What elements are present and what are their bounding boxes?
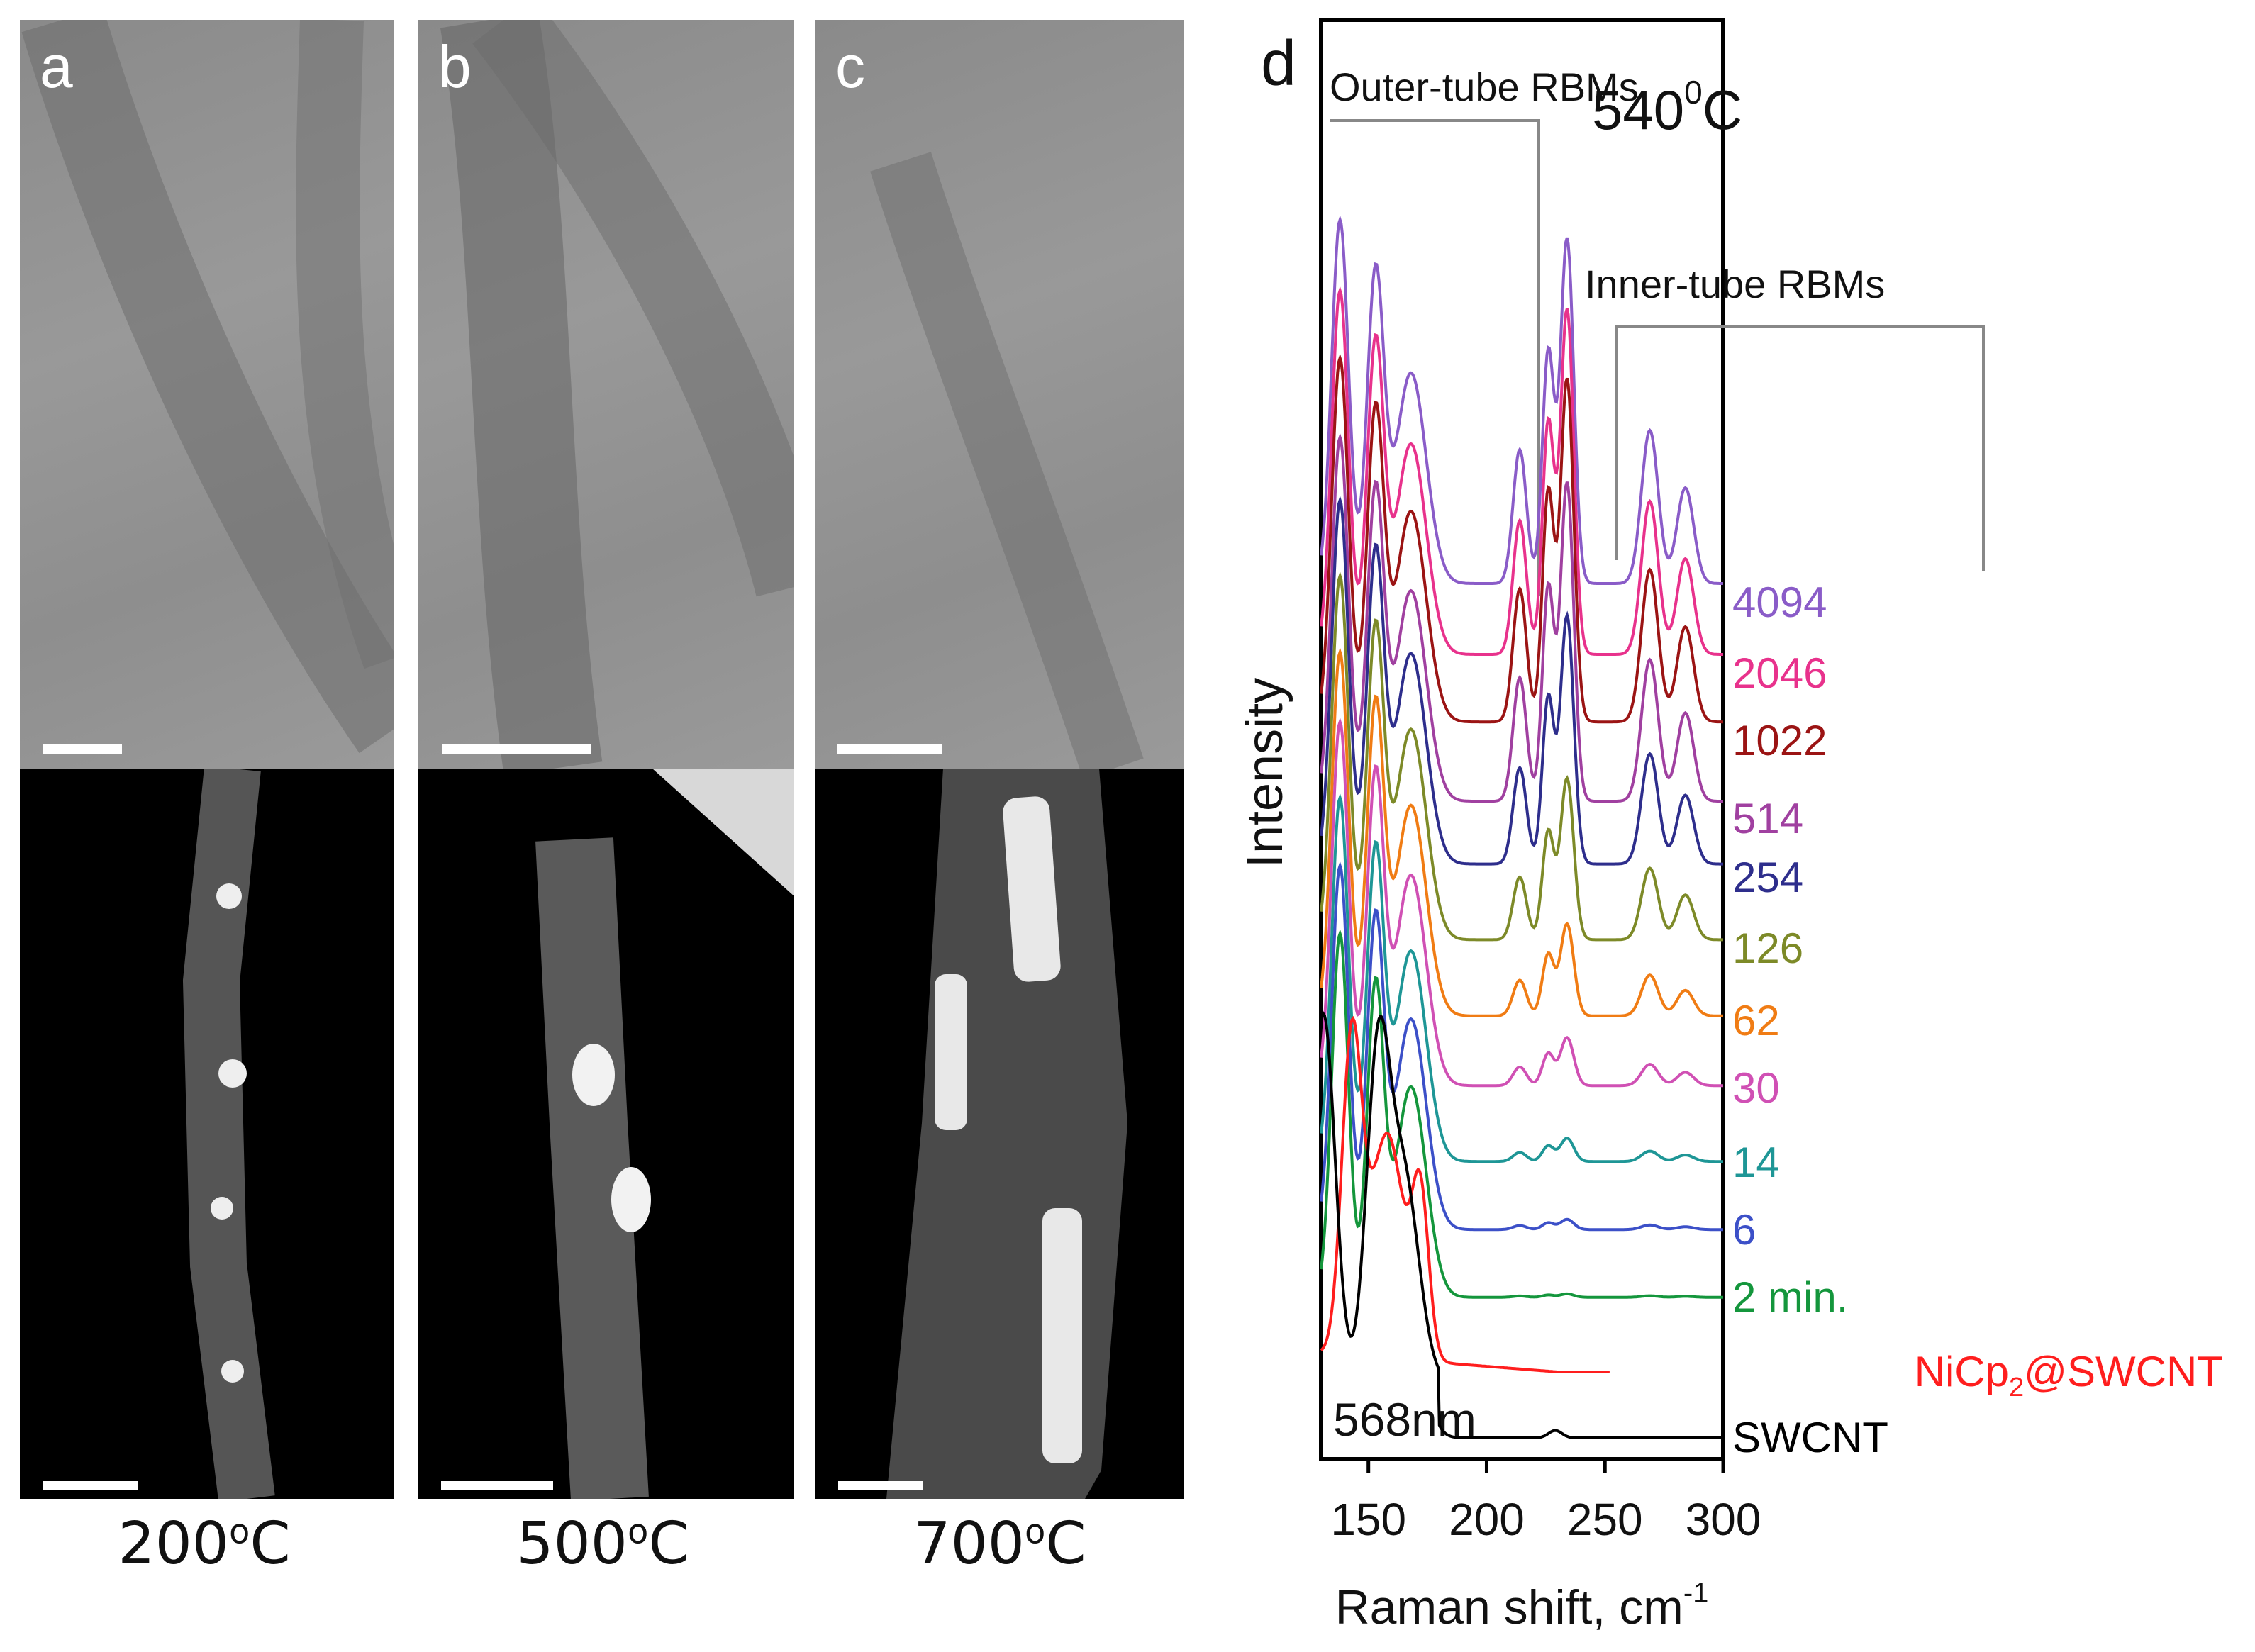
spectrum-line (1320, 861, 1723, 1232)
tem-texture-a (21, 20, 394, 754)
stem-texture-c (886, 769, 1184, 1499)
temperature-label-c: 700oC (913, 1510, 1086, 1578)
scale-bar-a-bottom (43, 1481, 138, 1490)
spectrum-line (1320, 793, 1723, 1163)
x-tick-label: 250 (1567, 1494, 1643, 1545)
series-label: 4094 (1732, 579, 1827, 626)
temperature-label-a: 200oC (118, 1510, 291, 1578)
panel-letter-b: b (438, 33, 472, 100)
x-axis-tick-labels: 150 200 250 300 (1330, 1494, 1761, 1545)
outer-tube-bracket (1330, 119, 1540, 596)
spectrum-line (1320, 1015, 1610, 1373)
stem-image-c (815, 769, 1184, 1499)
chart-temperature: 5400C (1592, 74, 1742, 141)
scale-bar-c-bottom (838, 1481, 923, 1490)
outer-tube-annotation: Outer-tube RBMs (1330, 65, 1639, 109)
panel-letter-c: c (835, 33, 865, 100)
spectrum-line (1320, 1011, 1723, 1439)
spectrum-line (1320, 571, 1723, 942)
stem-texture-b (535, 769, 794, 1499)
series-label: 1022 (1732, 717, 1827, 764)
x-axis-ticks (1366, 1459, 1725, 1473)
tem-texture-c (870, 152, 1144, 769)
tem-texture-b (440, 20, 794, 769)
series-label: 254 (1732, 854, 1803, 901)
stem-image-b (418, 769, 794, 1499)
spectrum-line (1320, 353, 1723, 724)
tem-image-a: a (20, 20, 394, 769)
series-label: 62 (1732, 997, 1780, 1044)
spectrum-line (1320, 286, 1723, 656)
series-label: 6 (1732, 1206, 1756, 1254)
series-label: 2046 (1732, 649, 1827, 697)
spectrum-line (1320, 647, 1723, 1017)
series-labels: 4094 2046 1022 514 254 126 62 30 14 6 2 min. NiCp2@… (1732, 579, 2223, 1461)
spectrum-line (1320, 495, 1723, 866)
tem-image-c: c (815, 20, 1184, 769)
scale-bar-b-top (442, 744, 591, 754)
spectrum-line (1320, 929, 1723, 1299)
series-label: 30 (1732, 1064, 1780, 1112)
series-label: 14 (1732, 1139, 1780, 1186)
panel-letter-d: d (1261, 28, 1296, 99)
x-tick-label: 150 (1330, 1494, 1406, 1545)
raman-chart: d Intensity 150 200 250 300 Raman shift, cm… (1237, 18, 2223, 1634)
x-tick-label: 200 (1449, 1494, 1525, 1545)
plot-frame (1319, 18, 1725, 1461)
series-label: 514 (1732, 795, 1803, 842)
series-label: 2 min. (1732, 1273, 1848, 1321)
stem-image-a (20, 769, 394, 1499)
x-tick-label: 300 (1686, 1494, 1761, 1545)
series-label: 126 (1732, 925, 1803, 972)
tem-image-b: b (418, 20, 794, 769)
spectrum-line (1320, 215, 1723, 585)
scale-bar-c-top (837, 744, 942, 754)
temperature-label-b: 500oC (516, 1510, 689, 1578)
x-axis-label: Raman shift, cm-1 (1335, 1578, 1709, 1634)
stem-texture-a (182, 769, 275, 1499)
inner-tube-annotation: Inner-tube RBMs (1585, 262, 1885, 306)
scale-bar-b-bottom (441, 1481, 553, 1490)
scale-bar-a-top (43, 744, 122, 754)
panel-letter-a: a (40, 33, 73, 100)
spectrum-line (1320, 432, 1723, 803)
inner-tube-bracket (1615, 325, 1985, 571)
series-label: SWCNT (1732, 1414, 1888, 1461)
spectrum-line (1320, 717, 1723, 1088)
series-label: NiCp2@SWCNT (1915, 1348, 2223, 1402)
spectra (1320, 215, 1723, 1439)
y-axis-label-text: Intensity (1237, 678, 1293, 868)
